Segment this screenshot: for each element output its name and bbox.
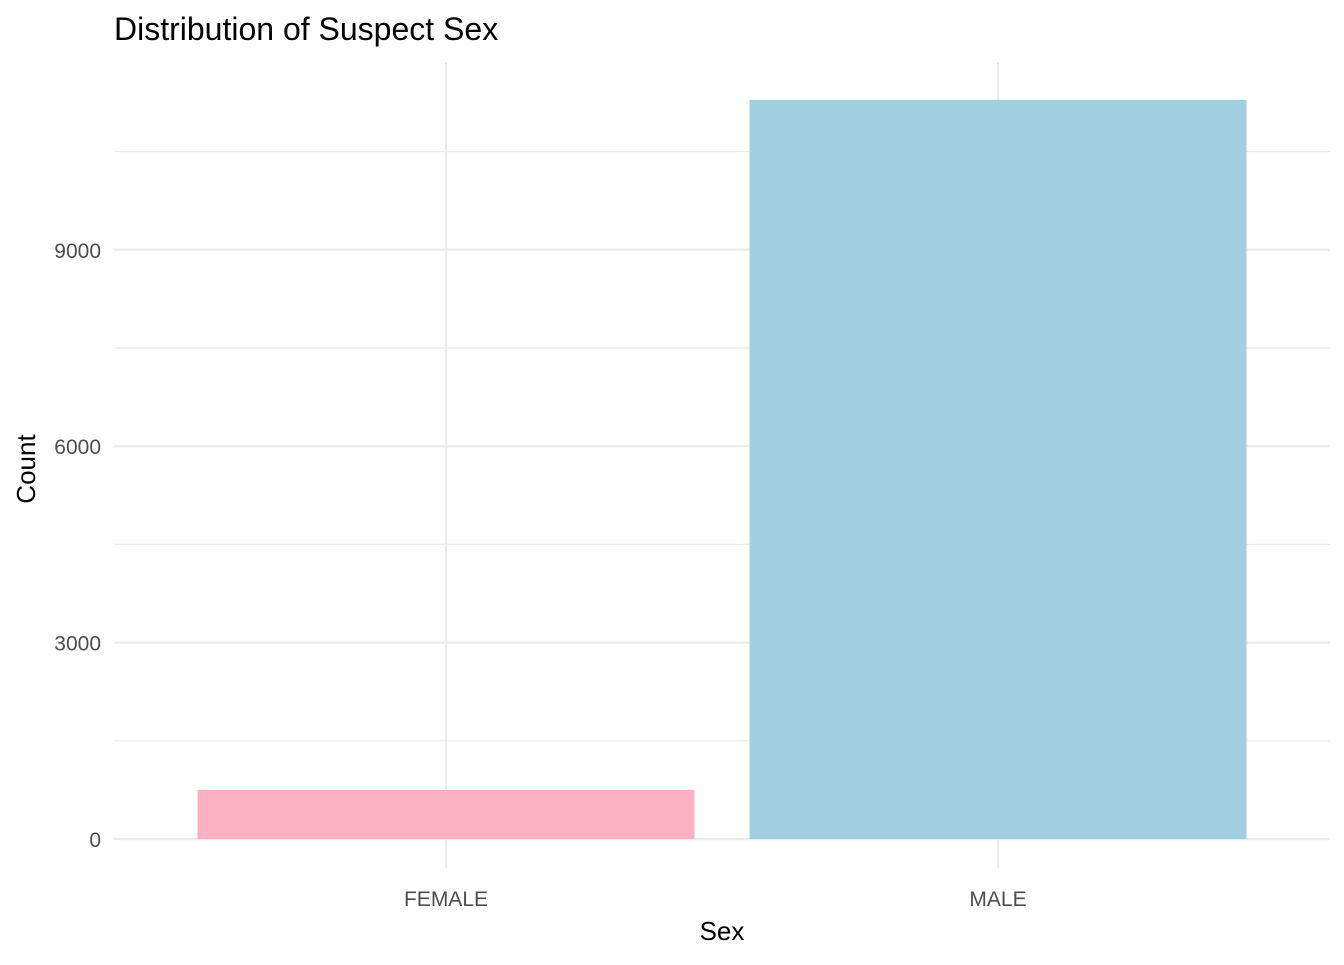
bars	[197, 99, 1247, 840]
x-tick-label: FEMALE	[404, 888, 488, 911]
y-tick-label: 3000	[54, 633, 101, 656]
y-tick-label: 0	[89, 829, 101, 852]
bar-female	[197, 789, 695, 839]
tick-labels: 0 3000 6000 9000 FEMALE MALE	[54, 240, 1026, 911]
chart-title: Distribution of Suspect Sex	[114, 11, 498, 47]
y-tick-label: 9000	[54, 240, 101, 263]
y-axis-title: Count	[11, 434, 41, 504]
x-tick-label: MALE	[969, 888, 1026, 911]
y-tick-label: 6000	[54, 436, 101, 459]
bar-male	[749, 99, 1247, 840]
x-axis-title: Sex	[700, 916, 745, 946]
